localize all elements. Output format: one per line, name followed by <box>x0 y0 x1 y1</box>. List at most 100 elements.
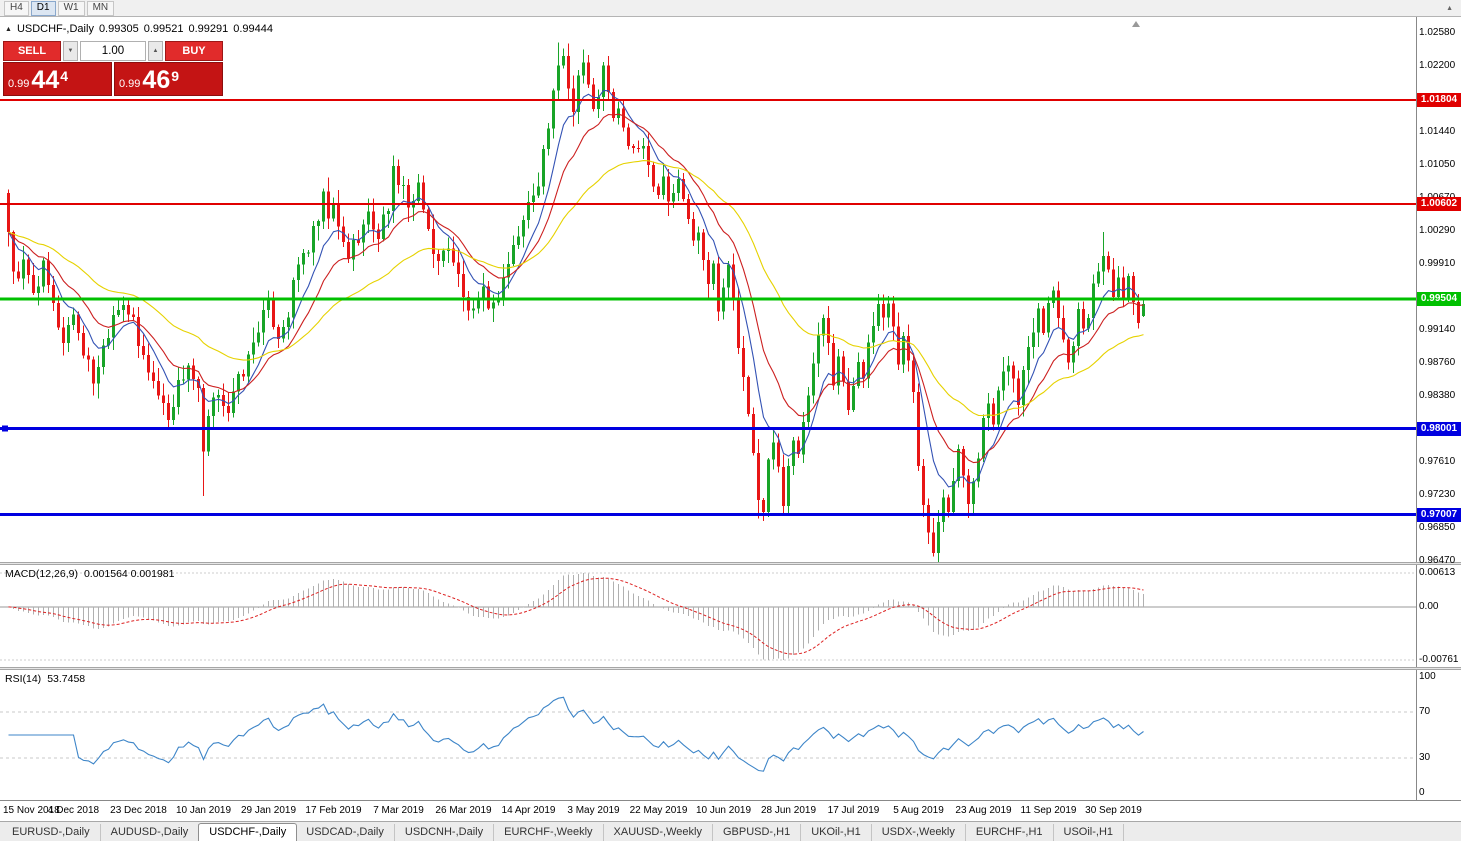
rsi-chart[interactable] <box>0 670 1416 800</box>
macd-signal-line <box>8 577 1144 655</box>
macd-chart[interactable] <box>0 565 1416 667</box>
price-axis[interactable]: 1.025801.022001.014401.010501.006701.002… <box>1416 17 1461 566</box>
macd-panel: 0.00613 0.00 -0.00761 MACD(12,26,9) 0.0015… <box>0 565 1461 667</box>
chart-tab-usoil-h1[interactable]: USOil-,H1 <box>1054 824 1125 841</box>
price-axis-tick: 0.99910 <box>1419 257 1456 269</box>
time-axis-label: 17 Feb 2019 <box>305 805 362 816</box>
macd-name: MACD(12,26,9) <box>5 568 78 580</box>
chart-shift-marker-icon[interactable] <box>1132 21 1140 27</box>
time-axis-label: 5 Aug 2019 <box>893 805 944 816</box>
rsi-axis-tick: 30 <box>1419 752 1431 764</box>
time-axis-label: 30 Sep 2019 <box>1085 805 1142 816</box>
symbol-period-label: USDCHF-,Daily <box>16 23 94 35</box>
time-axis-label: 26 Mar 2019 <box>435 805 492 816</box>
time-axis-label: 3 May 2019 <box>567 805 620 816</box>
macd-title: MACD(12,26,9) 0.001564 0.001981 <box>5 568 174 580</box>
timeframe-button-mn[interactable]: MN <box>86 0 115 16</box>
macd-axis[interactable]: 0.00613 0.00 -0.00761 <box>1416 565 1461 667</box>
time-axis-label: 28 Jun 2019 <box>760 805 817 816</box>
macd-axis-tick: 0.00 <box>1419 600 1439 612</box>
time-axis-label: 23 Aug 2019 <box>955 805 1012 816</box>
price-level-label: 0.97007 <box>1417 507 1461 522</box>
price-axis-tick: 0.97230 <box>1419 489 1456 501</box>
price-chart[interactable] <box>0 17 1416 562</box>
rsi-axis-tick: 100 <box>1419 671 1436 682</box>
chart-tab-ukoil-h1[interactable]: UKOil-,H1 <box>801 824 872 841</box>
ohlc-close: 0.99444 <box>233 23 273 35</box>
rsi-axis[interactable]: 100 70 30 0 <box>1416 670 1461 800</box>
macd-axis-tick: 0.00613 <box>1419 567 1456 578</box>
price-axis-tick: 0.97610 <box>1419 456 1456 468</box>
price-axis-tick: 0.98760 <box>1419 357 1456 369</box>
main-chart-panel: 1.025801.022001.014401.010501.006701.002… <box>0 17 1461 566</box>
chart-tab-usdcnh-daily[interactable]: USDCNH-,Daily <box>395 824 495 841</box>
time-axis-label: 11 Sep 2019 <box>1020 805 1077 816</box>
volume-decrease-button[interactable]: ▼ <box>63 41 78 61</box>
time-axis-label: 22 May 2019 <box>629 805 688 816</box>
sell-button[interactable]: SELL <box>3 41 61 61</box>
chart-tab-eurchf-weekly[interactable]: EURCHF-,Weekly <box>494 824 604 841</box>
sell-price-big: 44 <box>31 66 60 94</box>
volume-input[interactable] <box>80 41 146 61</box>
rsi-name: RSI(14) <box>5 673 42 685</box>
chart-tab-usdchf-daily[interactable]: USDCHF-,Daily <box>198 823 298 841</box>
chart-tab-eurchf-h1[interactable]: EURCHF-,H1 <box>966 824 1054 841</box>
rsi-axis-tick: 70 <box>1419 705 1431 717</box>
buy-price-sup: 9 <box>171 68 180 84</box>
time-axis-label: 29 Jan 2019 <box>240 805 297 816</box>
ohlc-low: 0.99291 <box>188 23 229 35</box>
panel-splitter[interactable] <box>0 667 1461 670</box>
price-axis-tick: 1.02200 <box>1419 59 1456 71</box>
chart-tab-gbpusd-h1[interactable]: GBPUSD-,H1 <box>713 824 802 841</box>
one-click-toggle-icon[interactable]: ▲ <box>5 25 12 33</box>
price-axis-tick: 1.01440 <box>1419 125 1456 137</box>
time-axis-label: 7 Mar 2019 <box>373 805 424 816</box>
rsi-panel: 100 70 30 0 RSI(14) 53.7458 <box>0 670 1461 800</box>
price-axis-tick: 0.98380 <box>1419 389 1456 401</box>
volume-increase-button[interactable]: ▲ <box>148 41 163 61</box>
rsi-line <box>8 696 1144 772</box>
rsi-axis-tick: 0 <box>1419 787 1425 798</box>
macd-axis-tick: -0.00761 <box>1419 654 1459 665</box>
price-axis-tick: 1.01050 <box>1419 159 1456 171</box>
time-axis-label: 4 Dec 2018 <box>47 805 100 816</box>
one-click-trading-widget: SELL ▼ ▲ BUY 0.99 44 4 0.99 46 9 <box>3 41 223 96</box>
buy-price-prefix: 0.99 <box>119 78 141 90</box>
panel-splitter[interactable] <box>0 562 1461 565</box>
sell-price-prefix: 0.99 <box>8 78 30 90</box>
chart-tab-xauusd-weekly[interactable]: XAUUSD-,Weekly <box>604 824 713 841</box>
horizontal-level-lines <box>0 99 1416 517</box>
time-axis-label: 10 Jun 2019 <box>695 805 752 816</box>
time-axis[interactable]: 15 Nov 2018 4 Dec 2018 23 Dec 2018 10 Jan 2… <box>0 800 1461 821</box>
timeframe-button-d1[interactable]: D1 <box>30 0 56 16</box>
time-axis-label: 17 Jul 2019 <box>827 805 880 816</box>
price-level-label: 0.98001 <box>1417 421 1461 436</box>
toolbar-expand-icon[interactable]: ▲ <box>1446 4 1453 12</box>
ohlc-open: 0.99305 <box>98 23 139 35</box>
chart-title: ▲ USDCHF-,Daily 0.99305 0.99521 0.99291 … <box>5 23 273 35</box>
candles <box>7 42 1145 562</box>
fast-ma <box>8 89 1144 488</box>
time-axis-label: 10 Jan 2019 <box>175 805 232 816</box>
rsi-title: RSI(14) 53.7458 <box>5 673 85 685</box>
sell-price-display[interactable]: 0.99 44 4 <box>3 62 112 96</box>
sell-price-sup: 4 <box>60 68 69 84</box>
timeframe-button-w1[interactable]: W1 <box>57 0 85 16</box>
timeframe-buttons: H4 D1 W1 MN <box>4 0 115 16</box>
chart-tab-audusd-daily[interactable]: AUDUSD-,Daily <box>101 824 200 841</box>
price-level-label: 0.99504 <box>1417 291 1461 306</box>
timeframe-button-h4[interactable]: H4 <box>4 0 29 16</box>
mid-ma <box>8 113 1144 464</box>
chart-tab-usdcad-daily[interactable]: USDCAD-,Daily <box>296 824 395 841</box>
price-level-label: 1.00602 <box>1417 196 1461 211</box>
price-axis-tick: 0.99140 <box>1419 324 1456 336</box>
chart-tab-usdx-weekly[interactable]: USDX-,Weekly <box>872 824 966 841</box>
chart-tab-eurusd-daily[interactable]: EURUSD-,Daily <box>2 824 101 841</box>
buy-price-display[interactable]: 0.99 46 9 <box>114 62 223 96</box>
time-axis-label: 23 Dec 2018 <box>110 805 167 816</box>
price-axis-tick: 1.02580 <box>1419 27 1456 38</box>
macd-values: 0.001564 0.001981 <box>83 568 175 580</box>
time-axis-label: 15 Nov 2018 <box>3 805 60 816</box>
buy-button[interactable]: BUY <box>165 41 223 61</box>
